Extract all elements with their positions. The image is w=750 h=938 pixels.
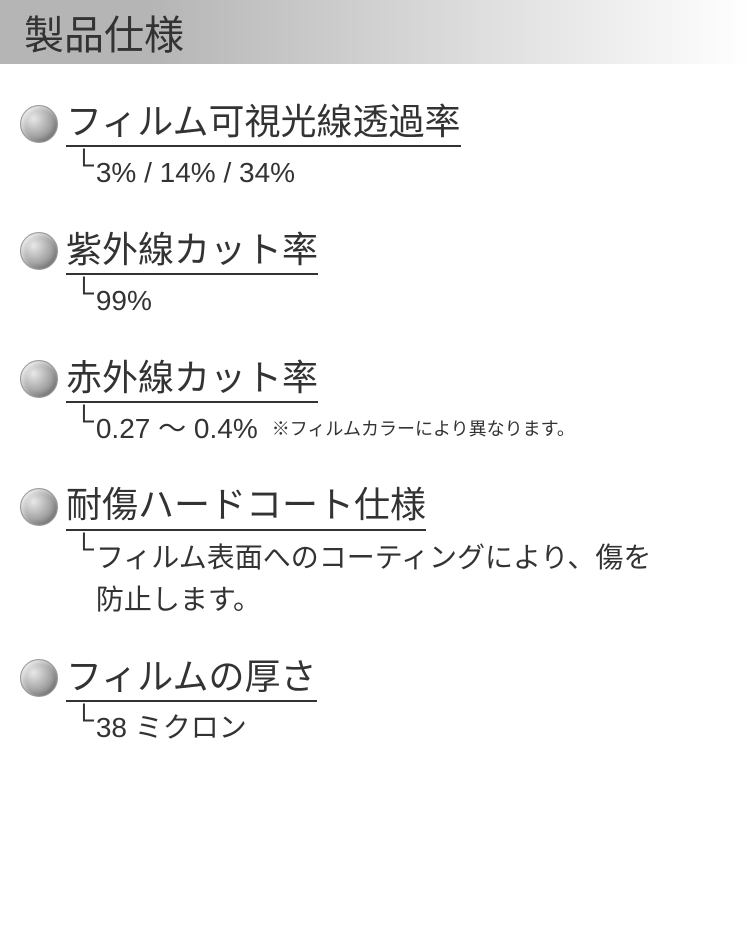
spec-item: 赤外線カット率 └ 0.27 〜 0.4% ※フィルムカラーにより異なります。: [20, 356, 730, 450]
page-title: 製品仕様: [24, 3, 184, 61]
spec-item: フィルム可視光線透過率 └ 3% / 14% / 34%: [20, 100, 730, 194]
spec-value: 0.27 〜 0.4%: [96, 409, 258, 450]
bullet-icon: [20, 360, 58, 398]
spec-value-row: └ 99%: [20, 281, 730, 322]
page-header: 製品仕様: [0, 0, 750, 64]
spec-title-row: フィルム可視光線透過率: [20, 100, 730, 147]
spec-title-row: フィルムの厚さ: [20, 655, 730, 702]
spec-value-row: └ 38 ミクロン: [20, 708, 730, 749]
spec-list: フィルム可視光線透過率 └ 3% / 14% / 34% 紫外線カット率 └ 9…: [0, 100, 750, 748]
spec-note: ※フィルムカラーにより異なります。: [272, 415, 575, 441]
spec-value-wrap: 0.27 〜 0.4% ※フィルムカラーにより異なります。: [96, 409, 575, 450]
spec-item: フィルムの厚さ └ 38 ミクロン: [20, 655, 730, 749]
spec-title: フィルム可視光線透過率: [66, 100, 461, 147]
spec-value: フィルム表面へのコーティングにより、傷を防止します。: [96, 537, 656, 621]
elbow-icon: └: [74, 706, 94, 734]
spec-title: 耐傷ハードコート仕様: [66, 483, 426, 530]
spec-value-row: └ 3% / 14% / 34%: [20, 153, 730, 194]
spec-value: 38 ミクロン: [96, 708, 247, 749]
spec-title-row: 耐傷ハードコート仕様: [20, 483, 730, 530]
spec-page: { "colors": { "text": "#333333", "underl…: [0, 0, 750, 938]
spec-title-row: 赤外線カット率: [20, 356, 730, 403]
bullet-icon: [20, 232, 58, 270]
spec-title: 紫外線カット率: [66, 228, 318, 275]
spec-value: 99%: [96, 281, 152, 322]
spec-value: 3% / 14% / 34%: [96, 153, 295, 194]
bullet-icon: [20, 659, 58, 697]
elbow-icon: └: [74, 535, 94, 563]
spec-title: 赤外線カット率: [66, 356, 318, 403]
bullet-icon: [20, 105, 58, 143]
elbow-icon: └: [74, 407, 94, 435]
spec-value-row: └ フィルム表面へのコーティングにより、傷を防止します。: [20, 537, 730, 621]
spec-value-row: └ 0.27 〜 0.4% ※フィルムカラーにより異なります。: [20, 409, 730, 450]
elbow-icon: └: [74, 279, 94, 307]
spec-title: フィルムの厚さ: [66, 655, 317, 702]
bullet-icon: [20, 488, 58, 526]
spec-title-row: 紫外線カット率: [20, 228, 730, 275]
spec-item: 耐傷ハードコート仕様 └ フィルム表面へのコーティングにより、傷を防止します。: [20, 483, 730, 620]
spec-item: 紫外線カット率 └ 99%: [20, 228, 730, 322]
elbow-icon: └: [74, 151, 94, 179]
